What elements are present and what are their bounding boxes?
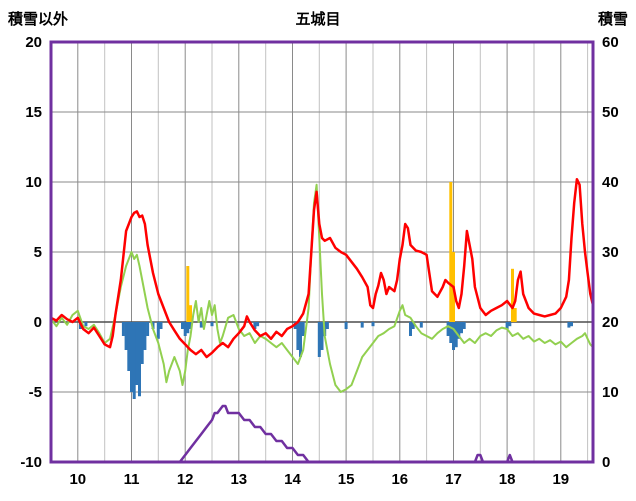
x-axis-tick-label: 13 [230,471,247,488]
right-axis-title: 積雪 [597,11,628,28]
x-axis-tick-label: 14 [284,471,301,488]
x-axis-tick-label: 18 [499,471,516,488]
right-axis-tick-label: 40 [602,174,619,191]
x-axis-tick-label: 17 [445,471,462,488]
x-axis-tick-label: 19 [552,471,569,488]
left-axis-tick-label: -5 [29,384,42,401]
x-axis-tick-label: 16 [391,471,408,488]
x-axis-tick-label: 11 [124,471,140,488]
left-axis-tick-label: 10 [25,174,42,191]
right-axis-tick-label: 0 [602,454,610,471]
left-axis-tick-label: 15 [25,104,42,121]
left-axis-tick-label: -10 [20,454,42,471]
left-axis-tick-label: 0 [34,314,42,331]
right-axis-tick-label: 60 [602,34,619,51]
purple-line [49,404,595,464]
x-axis-tick-label: 15 [338,471,355,488]
plot-border [49,40,595,464]
red-line [49,177,595,359]
x-axis-tick-label: 12 [177,471,194,488]
x-axis-tick-label: 10 [69,471,86,488]
green-line [50,183,594,393]
right-axis-tick-label: 50 [602,104,619,121]
left-axis-tick-label: 5 [34,244,42,261]
chart-title: 五城目 [295,11,341,28]
right-axis-tick-label: 30 [602,244,619,261]
left-axis-title: 積雪以外 [8,11,69,28]
right-axis-tick-label: 10 [602,384,619,401]
right-axis-tick-label: 20 [602,314,619,331]
left-axis-tick-label: 20 [25,34,42,51]
